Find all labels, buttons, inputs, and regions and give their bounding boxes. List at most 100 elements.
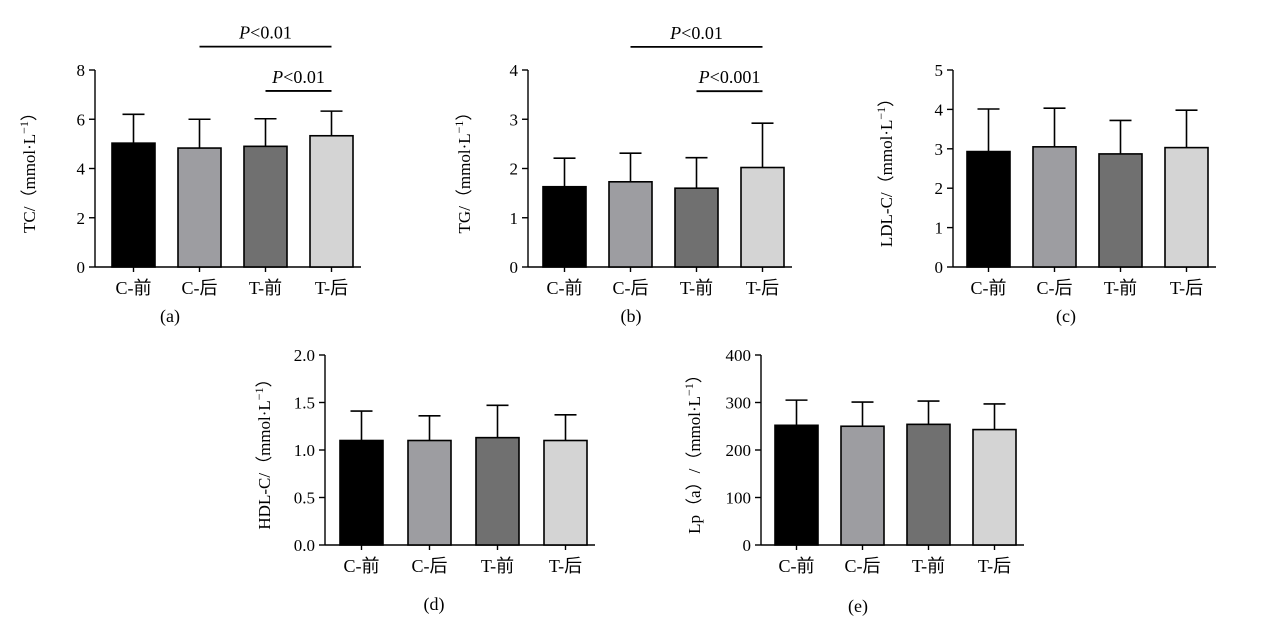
bar-C-前	[111, 142, 156, 268]
y-tick-label: 4	[510, 61, 519, 80]
y-axis-label-close: ）	[455, 104, 474, 121]
y-tick-label: 2.0	[294, 346, 315, 365]
y-tick-label: 0	[743, 536, 752, 555]
category-label: T-前	[912, 556, 945, 576]
category-label: C-后	[182, 278, 218, 298]
y-tick-label: 6	[77, 110, 86, 129]
bar-T-后	[972, 428, 1017, 546]
y-tick-label: 300	[726, 394, 752, 413]
y-axis-label: TC/（mmol·L−1）	[17, 104, 39, 233]
y-tick-label: 0	[935, 258, 944, 277]
category-label: C-前	[116, 278, 152, 298]
panel-caption: (e)	[848, 596, 868, 617]
bar-C-后	[840, 425, 885, 546]
y-tick-label: 0	[510, 258, 519, 277]
y-tick-label: 400	[726, 346, 752, 365]
category-label: T-后	[549, 556, 582, 576]
category-label: T-后	[315, 278, 348, 298]
y-axis-label: HDL-C/（mmol·L−1）	[252, 370, 274, 529]
panel-caption: (b)	[621, 306, 642, 327]
p-symbol: P	[698, 67, 710, 87]
y-axis-label-text: LDL-C/（mmol·L	[877, 120, 896, 247]
bar-T-前	[475, 436, 520, 546]
y-axis-label-text: HDL-C/（mmol·L	[255, 400, 274, 529]
y-axis-label-close: ）	[685, 366, 704, 383]
bar-T-后	[543, 439, 588, 546]
chart-panel-4: 0.0 0.5 1.0 1.5 2.0 C-前 C-后 T-前 T-后 HDL-C/（mmol·L…	[252, 346, 595, 615]
bar-C-后	[407, 439, 452, 546]
p-symbol: P	[271, 67, 283, 87]
category-label: C-前	[344, 556, 380, 576]
bar-T-前	[674, 187, 719, 268]
category-label: C-前	[779, 556, 815, 576]
y-tick-label: 0.0	[294, 536, 315, 555]
y-axis-label: LDL-C/（mmol·L−1）	[874, 90, 896, 247]
p-value: <0.001	[710, 67, 761, 87]
bar-T-后	[1164, 146, 1209, 268]
category-label: C-前	[547, 278, 583, 298]
bar-T-后	[309, 134, 354, 268]
y-tick-label: 4	[935, 100, 944, 119]
y-tick-label: 5	[935, 61, 944, 80]
significance-label: P<0.01	[238, 23, 292, 43]
bar-C-后	[608, 180, 653, 268]
p-symbol: P	[669, 23, 681, 43]
y-axis-label-exponent: −1	[17, 121, 31, 134]
bar-T-后	[740, 166, 785, 268]
category-label: T-前	[680, 278, 713, 298]
chart-panel-5: 0 100 200 300 400 C-前 C-后 T-前 T-后 Lp（a）/（mmol·L−1…	[682, 346, 1024, 617]
bar-C-前	[339, 439, 384, 546]
bar-C-前	[966, 150, 1011, 268]
y-tick-label: 4	[77, 160, 86, 179]
y-axis-label-close: ）	[877, 90, 896, 107]
panel-caption: (c)	[1056, 306, 1076, 327]
p-value: <0.01	[681, 23, 723, 43]
bar-T-前	[243, 145, 288, 268]
y-axis-label-exponent: −1	[874, 107, 888, 120]
y-tick-label: 8	[77, 61, 86, 80]
y-axis-label-exponent: −1	[252, 387, 266, 400]
significance-label: P<0.01	[271, 67, 325, 87]
y-tick-label: 2	[935, 179, 944, 198]
y-axis-label: Lp（a）/（mmol·L−1）	[682, 366, 704, 534]
y-tick-label: 1.0	[294, 441, 315, 460]
y-tick-label: 100	[726, 489, 752, 508]
category-label: C-后	[412, 556, 448, 576]
category-label: C-后	[1037, 278, 1073, 298]
bar-C-前	[542, 185, 587, 268]
chart-panel-3: 0 1 2 3 4 5 C-前 C-后 T-前 T-后 LDL-C/（mmol·L−1） (c)	[874, 61, 1216, 327]
category-label: C-后	[613, 278, 649, 298]
category-label: T-后	[746, 278, 779, 298]
y-tick-label: 0	[77, 258, 86, 277]
bar-T-前	[906, 423, 951, 546]
p-value: <0.01	[250, 23, 292, 43]
y-tick-label: 2	[77, 209, 86, 228]
y-axis-label-close: ）	[255, 370, 274, 387]
category-label: T-后	[1170, 278, 1203, 298]
p-symbol: P	[238, 23, 250, 43]
y-tick-label: 2	[510, 160, 519, 179]
bar-T-前	[1098, 153, 1143, 268]
p-value: <0.01	[283, 67, 325, 87]
y-tick-label: 3	[510, 110, 519, 129]
panel-caption: (a)	[160, 306, 180, 327]
y-tick-label: 1	[935, 219, 944, 238]
y-tick-label: 0.5	[294, 489, 315, 508]
y-axis-label-exponent: −1	[452, 121, 466, 134]
y-axis-label-close: ）	[20, 104, 39, 121]
y-tick-label: 1	[510, 209, 519, 228]
y-axis-label-text: TG/（mmol·L	[455, 133, 474, 233]
category-label: T-前	[249, 278, 282, 298]
bar-C-前	[774, 424, 819, 546]
y-axis-label-exponent: −1	[682, 383, 696, 396]
category-label: T-前	[1104, 278, 1137, 298]
category-label: T-前	[481, 556, 514, 576]
panel-caption: (d)	[424, 594, 445, 615]
bar-C-后	[177, 147, 222, 268]
category-label: T-后	[978, 556, 1011, 576]
bar-C-后	[1032, 146, 1077, 268]
y-tick-label: 200	[726, 441, 752, 460]
